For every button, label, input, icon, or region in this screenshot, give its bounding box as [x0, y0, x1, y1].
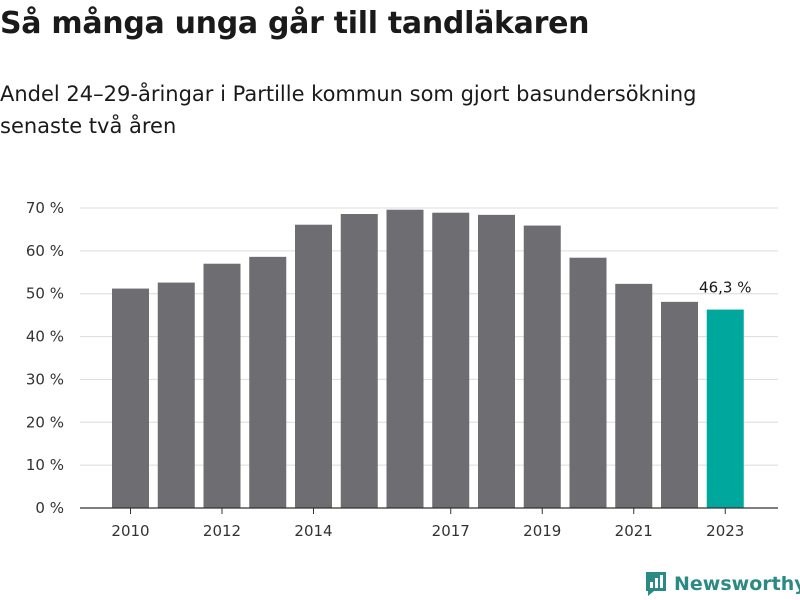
x-tick-label: 2019 [523, 522, 561, 540]
bar [157, 282, 195, 508]
y-tick-label: 60 % [26, 242, 64, 260]
y-tick-label: 50 % [26, 285, 64, 303]
y-axis-tick-labels: 0 % 10 % 20 % 30 % 40 % 50 % 60 % 70 % [26, 199, 64, 517]
x-tick-label: 2021 [615, 522, 653, 540]
bar [661, 301, 698, 508]
y-tick-label: 30 % [26, 370, 64, 388]
x-tick-label: 2023 [706, 522, 744, 540]
chart-title: Så många unga går till tandläkaren [0, 6, 590, 41]
data-labels: 46,3 % [699, 279, 751, 297]
y-tick-label: 0 % [35, 499, 64, 517]
x-tick-label: 2014 [294, 522, 332, 540]
bar [386, 209, 424, 508]
y-tick-label: 10 % [26, 456, 64, 474]
bar [249, 256, 287, 508]
bar [615, 283, 653, 508]
bar [112, 288, 149, 508]
bar [432, 212, 470, 508]
data-label: 46,3 % [699, 279, 751, 297]
bar-highlight [706, 309, 744, 508]
y-tick-label: 70 % [26, 199, 64, 217]
x-tick-label: 2017 [432, 522, 470, 540]
bars [112, 209, 744, 509]
bar [523, 225, 561, 509]
bar [478, 214, 515, 508]
brand-logo: Newsworthy [644, 568, 800, 600]
x-tick-label: 2010 [111, 522, 149, 540]
bar [569, 257, 607, 508]
y-tick-label: 40 % [26, 328, 64, 346]
chart-subtitle: Andel 24–29-åringar i Partille kommun so… [0, 82, 697, 138]
x-axis-tick-labels: 2010 2012 2014 2017 2019 2021 2023 [111, 508, 744, 540]
y-tick-label: 20 % [26, 413, 64, 431]
bar [340, 214, 378, 508]
x-tick-label: 2012 [203, 522, 241, 540]
bar [295, 224, 332, 508]
newsworthy-logo-icon [646, 572, 666, 596]
brand-name: Newsworthy [674, 573, 800, 595]
bar [203, 263, 241, 508]
